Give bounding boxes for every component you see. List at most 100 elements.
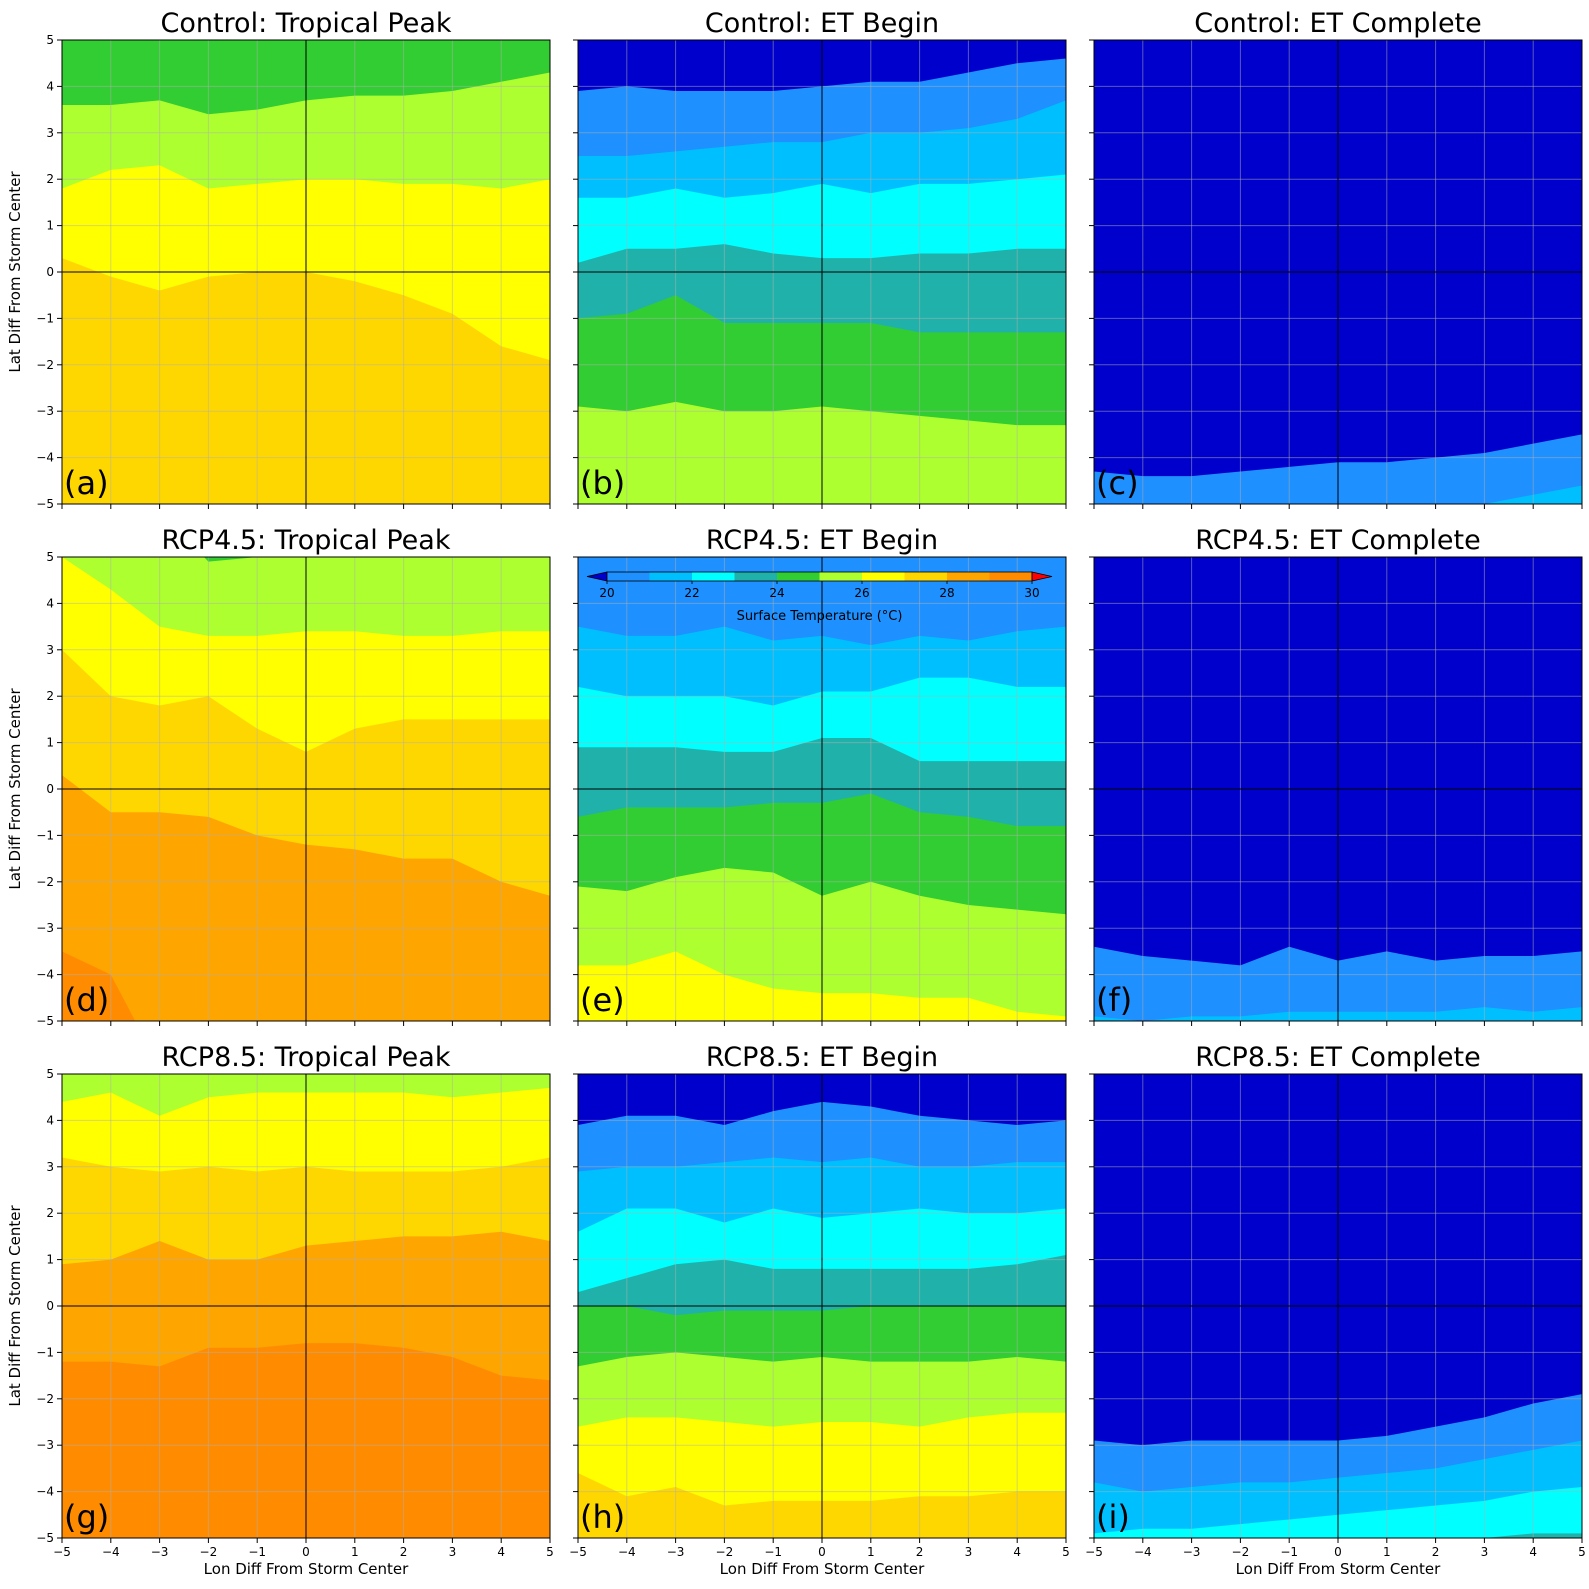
y-tick-label: −3	[36, 921, 54, 935]
y-tick-label: 3	[46, 126, 54, 140]
y-tick-label: −3	[36, 1438, 54, 1452]
colorbar-segment	[862, 572, 905, 581]
y-tick-label: −4	[36, 968, 54, 982]
y-tick-label: −5	[36, 1531, 54, 1545]
x-tick-label: −4	[1134, 1545, 1152, 1559]
colorbar-segment	[819, 572, 863, 581]
y-tick-label: 1	[46, 1253, 54, 1267]
x-tick-label: 0	[1334, 1545, 1342, 1559]
x-tick-label: −1	[1280, 1545, 1298, 1559]
y-tick-label: −5	[36, 1014, 54, 1028]
panel-letter: (g)	[64, 1498, 109, 1536]
y-tick-label: −4	[36, 451, 54, 465]
colorbar-segment	[777, 572, 820, 581]
y-tick-label: 2	[46, 1206, 54, 1220]
colorbar-label: Surface Temperature (°C)	[737, 609, 903, 624]
y-tick-label: −1	[36, 1345, 54, 1359]
panel-letter: (c)	[1096, 464, 1139, 502]
y-tick-label: 5	[46, 33, 54, 47]
panel-letter: (f)	[1096, 981, 1132, 1019]
y-tick-label: 4	[46, 596, 54, 610]
panel-letter: (d)	[64, 981, 109, 1019]
panel-title: RCP4.5: Tropical Peak	[162, 525, 451, 556]
x-tick-label: 0	[818, 1545, 826, 1559]
panel-title: RCP4.5: ET Complete	[1195, 525, 1480, 556]
x-tick-label: 5	[1062, 1545, 1070, 1559]
colorbar-segment	[649, 572, 693, 581]
panel-title: RCP8.5: ET Begin	[706, 1042, 938, 1073]
y-tick-label: −5	[36, 497, 54, 511]
x-axis-label: Lon Diff From Storm Center	[720, 1560, 925, 1578]
y-tick-label: −1	[36, 828, 54, 842]
panel-title: Control: ET Begin	[705, 8, 939, 39]
y-tick-label: 4	[46, 1113, 54, 1127]
panel-g: −5−5 −4 −4 −3 −3 −2 −2 −1 −1 0 0 1 1 2 2 3 3 4 4 5 5 RCP8.5: …	[6, 1042, 554, 1578]
x-tick-label: −1	[248, 1545, 266, 1559]
panel-h: −5 −4 −3 −2 −1 0 1 2 3 4 5 RCP8.5: ET Begin (h) Lon D…	[569, 1042, 1070, 1578]
y-tick-label: −4	[36, 1485, 54, 1499]
x-tick-label: −5	[569, 1545, 587, 1559]
x-tick-label: −4	[102, 1545, 120, 1559]
x-tick-label: −3	[1183, 1545, 1201, 1559]
x-tick-label: 4	[1529, 1545, 1537, 1559]
y-tick-label: 3	[46, 643, 54, 657]
panel-a: −5 −4 −3 −2 −1 0 1 2 3 4 5 Control: Tropical Peak (a…	[6, 8, 551, 511]
panel-letter: (e)	[580, 981, 625, 1019]
x-tick-label: −4	[618, 1545, 636, 1559]
colorbar-tick-label: 30	[1024, 586, 1039, 600]
panel-letter: (b)	[580, 464, 625, 502]
x-tick-label: 2	[916, 1545, 924, 1559]
y-tick-label: 1	[46, 736, 54, 750]
colorbar-segment	[692, 572, 735, 581]
colorbar-tick-label: 28	[939, 586, 954, 600]
panel-letter: (h)	[580, 1498, 625, 1536]
x-tick-label: −1	[764, 1545, 782, 1559]
colorbar-tick-label: 26	[854, 586, 869, 600]
panel-e: RCP4.5: ET Begin (e)	[573, 525, 1067, 1026]
y-axis-label: Lat Diff From Storm Center	[6, 171, 24, 373]
y-tick-label: −3	[36, 404, 54, 418]
colorbar: 20 22 24 26 28 30 Surface Temperature (°C)	[586, 571, 1053, 624]
x-tick-label: 4	[1013, 1545, 1021, 1559]
panel-title: RCP8.5: ET Complete	[1195, 1042, 1480, 1073]
x-tick-label: 5	[546, 1545, 554, 1559]
y-tick-label: 2	[46, 172, 54, 186]
x-tick-label: 2	[1432, 1545, 1440, 1559]
panel-title: Control: ET Complete	[1194, 8, 1482, 39]
y-tick-label: 1	[46, 219, 54, 233]
y-tick-label: 2	[46, 689, 54, 703]
contour-band	[62, 1074, 550, 1116]
x-tick-label: 3	[449, 1545, 457, 1559]
x-tick-label: −5	[1085, 1545, 1103, 1559]
y-tick-label: −2	[36, 1392, 54, 1406]
x-tick-label: −5	[53, 1545, 71, 1559]
x-tick-label: 0	[302, 1545, 310, 1559]
panel-title: RCP8.5: Tropical Peak	[162, 1042, 451, 1073]
x-tick-label: 1	[867, 1545, 875, 1559]
panel-title: Control: Tropical Peak	[160, 8, 451, 39]
panel-title: RCP4.5: ET Begin	[706, 525, 938, 556]
colorbar-frame	[606, 571, 1033, 582]
colorbar-segment	[989, 572, 1033, 581]
y-tick-label: −2	[36, 875, 54, 889]
panel-c: Control: ET Complete (c)	[1089, 8, 1583, 509]
colorbar-tick-label: 22	[684, 586, 699, 600]
x-tick-label: −3	[667, 1545, 685, 1559]
colorbar-segment	[904, 572, 948, 581]
x-tick-label: −3	[151, 1545, 169, 1559]
x-axis-label: Lon Diff From Storm Center	[1236, 1560, 1441, 1578]
x-tick-label: 4	[497, 1545, 505, 1559]
x-axis-label: Lon Diff From Storm Center	[204, 1560, 409, 1578]
y-tick-label: 5	[46, 1067, 54, 1081]
y-tick-label: −2	[36, 358, 54, 372]
x-tick-label: 1	[1383, 1545, 1391, 1559]
y-axis-label: Lat Diff From Storm Center	[6, 1205, 24, 1407]
x-tick-label: 1	[351, 1545, 359, 1559]
y-tick-label: 0	[46, 1299, 54, 1313]
panel-letter: (a)	[64, 464, 109, 502]
x-tick-label: −2	[200, 1545, 218, 1559]
x-tick-label: 2	[400, 1545, 408, 1559]
colorbar-segment	[607, 572, 650, 581]
colorbar-segment	[947, 572, 990, 581]
